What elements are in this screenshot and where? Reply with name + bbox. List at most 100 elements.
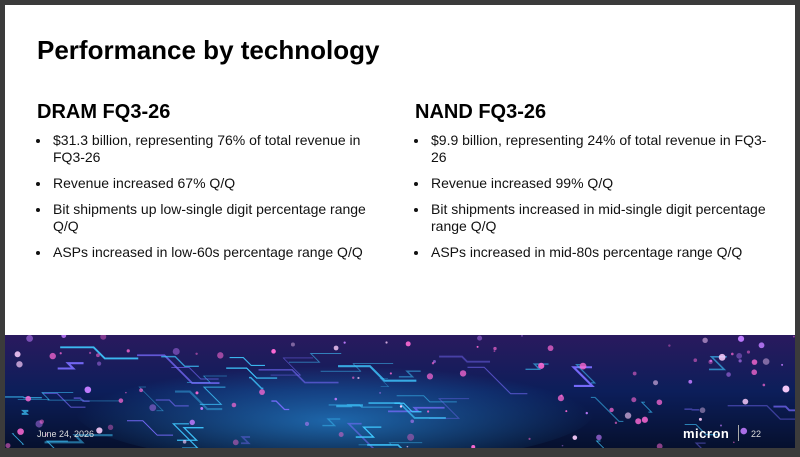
trace: [155, 399, 189, 407]
trace: [396, 395, 457, 403]
light-dot: [149, 404, 157, 412]
light-dot: [718, 353, 726, 361]
light-dot: [107, 424, 114, 430]
light-dot: [635, 418, 642, 425]
column: DRAM FQ3-26 $31.3 billion, representing …: [37, 101, 392, 270]
trace: [336, 404, 363, 408]
bullet: $31.3 billion, representing 76% of total…: [51, 132, 392, 166]
light-dot: [751, 359, 758, 365]
light-dot: [431, 362, 435, 365]
footer-separator: [738, 425, 739, 441]
light-dot: [698, 417, 702, 421]
light-dot: [97, 361, 102, 366]
light-dot: [271, 349, 276, 354]
trace: [199, 386, 226, 405]
trace: [575, 364, 597, 384]
light-dot: [781, 363, 784, 366]
light-dot: [406, 445, 409, 448]
light-dot: [61, 335, 67, 338]
light-dot: [290, 342, 295, 347]
trace: [684, 423, 718, 436]
light-dot: [493, 350, 496, 353]
trace: [358, 442, 423, 446]
light-dot: [96, 427, 103, 434]
light-dot: [14, 351, 21, 358]
light-dot: [561, 444, 564, 447]
light-dot: [16, 361, 23, 368]
trace: [229, 357, 265, 367]
banner-glow: [75, 355, 595, 448]
light-dot: [632, 371, 637, 376]
trace: [338, 365, 417, 382]
light-dot: [476, 345, 479, 348]
light-dot: [609, 407, 614, 413]
light-dot: [560, 394, 563, 397]
trace: [21, 409, 29, 415]
light-dot: [399, 405, 403, 408]
trace: [5, 396, 42, 399]
bullet: ASPs increased in low-60s percentage ran…: [51, 244, 392, 261]
trace: [137, 354, 220, 384]
light-dot: [217, 352, 224, 359]
trace: [684, 408, 700, 411]
light-dot: [733, 441, 735, 444]
trace: [271, 400, 290, 411]
light-dot: [410, 419, 415, 424]
light-dot: [631, 397, 637, 403]
light-dot: [84, 386, 92, 394]
light-dot: [39, 419, 44, 424]
light-dot: [25, 395, 32, 402]
light-dot: [96, 353, 100, 358]
light-dot: [521, 335, 523, 337]
light-dot: [405, 341, 411, 347]
bullet: Revenue increased 67% Q/Q: [51, 175, 392, 192]
slide: Performance by technology DRAM FQ3-26 $3…: [5, 5, 795, 448]
light-dot: [653, 380, 659, 386]
light-dot: [762, 358, 770, 365]
trace: [640, 401, 653, 413]
light-dot: [579, 362, 587, 370]
light-dot: [477, 335, 483, 341]
light-dot: [182, 439, 187, 444]
light-dot: [49, 352, 56, 360]
trace: [694, 442, 706, 448]
light-dot: [641, 416, 648, 423]
trace: [270, 357, 314, 376]
trace: [73, 397, 90, 403]
page-number: 22: [751, 429, 762, 439]
light-dot: [493, 346, 497, 351]
light-dot: [471, 445, 476, 448]
light-dot: [231, 402, 237, 408]
light-dot: [426, 373, 434, 380]
bullet: Bit shipments up low-single digit percen…: [51, 201, 392, 235]
trace: [226, 367, 278, 379]
light-dot: [333, 345, 339, 351]
light-dot: [195, 352, 198, 355]
bullet: ASPs increased in mid-80s percentage ran…: [429, 244, 770, 261]
footer-date: June 24, 2026: [37, 429, 95, 439]
light-dot: [528, 437, 531, 440]
light-dot: [742, 398, 749, 405]
light-dot: [352, 376, 355, 379]
light-dot: [736, 352, 743, 359]
trace: [590, 396, 624, 423]
light-dot: [357, 376, 360, 380]
bullet: Bit shipments increased in mid-single di…: [429, 201, 770, 235]
light-dot: [538, 362, 545, 369]
light-dot: [5, 443, 11, 448]
trace: [379, 378, 390, 388]
trace: [439, 355, 491, 363]
light-dot: [782, 385, 790, 393]
light-dot: [389, 372, 392, 375]
light-dot: [118, 398, 124, 403]
light-dot: [259, 389, 265, 395]
light-dot: [459, 370, 467, 377]
light-dot: [189, 419, 195, 426]
trace: [11, 433, 25, 445]
light-dot: [547, 345, 554, 352]
trace: [727, 405, 795, 420]
trace: [367, 444, 403, 448]
light-dot: [334, 397, 338, 401]
light-dot: [232, 439, 239, 446]
